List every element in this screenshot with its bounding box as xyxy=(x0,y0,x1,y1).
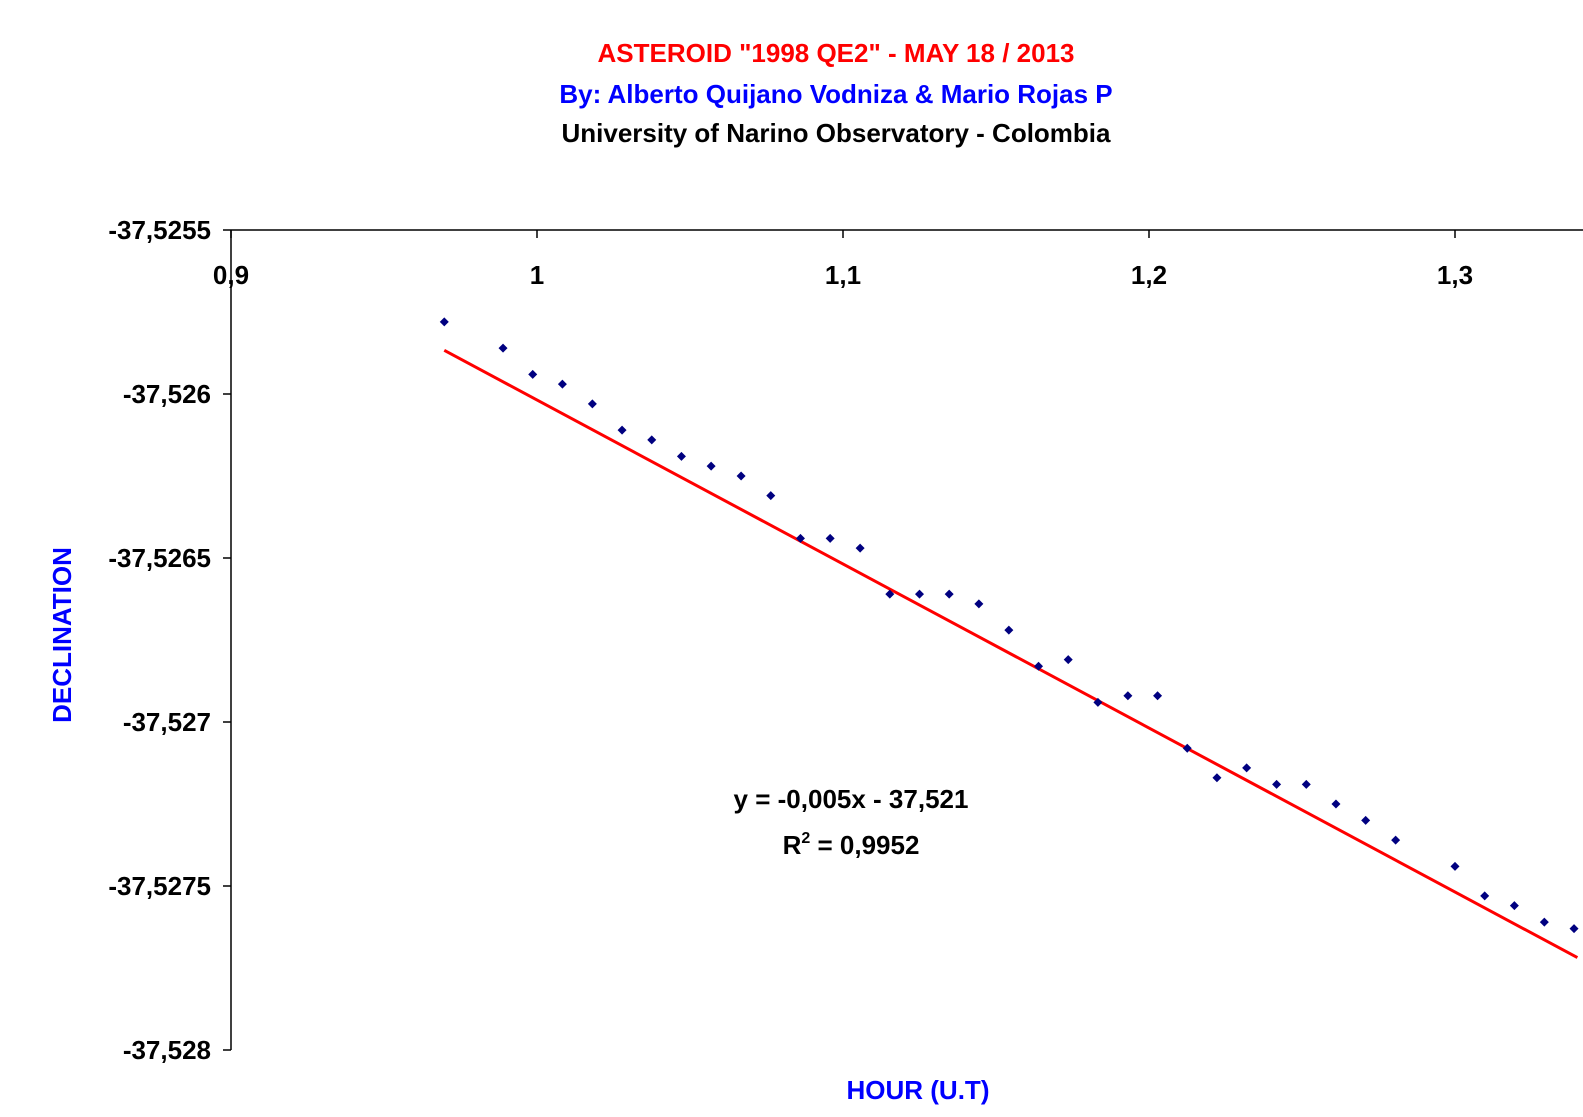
r2-prefix: R xyxy=(783,830,802,860)
data-point xyxy=(1391,835,1401,845)
r2-superscript: 2 xyxy=(801,830,810,847)
data-point xyxy=(1450,861,1460,871)
chart-subtitle-institution: University of Narino Observatory - Colom… xyxy=(561,118,1111,148)
x-tick-label: 1 xyxy=(530,260,544,290)
data-point xyxy=(1063,655,1073,665)
data-point xyxy=(1480,891,1490,901)
data-point xyxy=(617,425,627,435)
data-point xyxy=(885,589,895,599)
data-point xyxy=(766,491,776,501)
data-point xyxy=(1182,743,1192,753)
x-tick-label: 0,9 xyxy=(213,260,249,290)
data-point xyxy=(1509,901,1519,911)
data-point xyxy=(587,399,597,409)
y-tick-label: -37,528 xyxy=(123,1035,211,1065)
data-point xyxy=(439,317,449,327)
data-point xyxy=(1212,773,1222,783)
data-point xyxy=(1272,779,1282,789)
data-point xyxy=(1539,917,1549,927)
data-point xyxy=(706,461,716,471)
y-tick-label: -37,5255 xyxy=(108,215,211,245)
y-tick-label: -37,5265 xyxy=(108,543,211,573)
chart-subtitle: By: Alberto Quijano Vodniza & Mario Roja… xyxy=(559,79,1112,109)
y-tick-label: -37,5275 xyxy=(108,871,211,901)
chart-title: ASTEROID "1998 QE2" - MAY 18 / 2013 xyxy=(598,38,1075,68)
data-point xyxy=(1093,697,1103,707)
data-point xyxy=(855,543,865,553)
data-point xyxy=(557,379,567,389)
data-point xyxy=(676,451,686,461)
trendline xyxy=(443,348,1579,959)
data-point xyxy=(1301,779,1311,789)
data-point xyxy=(1153,691,1163,701)
y-tick-label: -37,527 xyxy=(123,707,211,737)
data-point xyxy=(825,533,835,543)
data-point xyxy=(974,599,984,609)
data-point xyxy=(647,435,657,445)
x-tick-label: 1,1 xyxy=(825,260,861,290)
trendline-r-squared: R2 = 0,9952 xyxy=(783,830,920,860)
x-axis-ticks: 0,9 1 1,1 1,2 1,3 xyxy=(213,230,1473,290)
data-point xyxy=(795,533,805,543)
x-tick-label: 1,3 xyxy=(1437,260,1473,290)
data-point xyxy=(528,369,538,379)
data-point xyxy=(944,589,954,599)
data-point xyxy=(1123,691,1133,701)
data-point xyxy=(1004,625,1014,635)
data-point xyxy=(1242,763,1252,773)
data-point xyxy=(1361,815,1371,825)
trendline-equation: y = -0,005x - 37,521 xyxy=(734,784,969,814)
data-point xyxy=(915,589,924,599)
data-point xyxy=(498,343,508,353)
y-axis-ticks: -37,5255 -37,526 -37,5265 -37,527 -37,5275 -3… xyxy=(108,215,231,1065)
x-tick-label: 1,2 xyxy=(1131,260,1167,290)
y-axis-title: DECLINATION xyxy=(47,547,77,723)
r2-value: = 0,9952 xyxy=(810,830,919,860)
data-point xyxy=(736,471,746,481)
data-points xyxy=(439,317,1579,934)
data-point xyxy=(1331,799,1341,809)
y-tick-label: -37,526 xyxy=(123,379,211,409)
data-point xyxy=(1569,924,1579,934)
data-point xyxy=(1034,661,1044,671)
x-axis-title: HOUR (U.T) xyxy=(847,1075,990,1105)
